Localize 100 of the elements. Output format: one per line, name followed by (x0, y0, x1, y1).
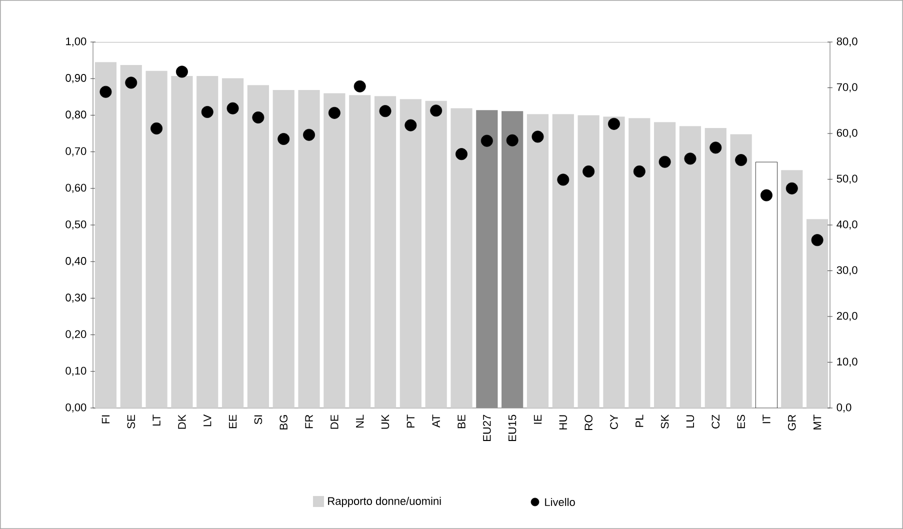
point (786, 182, 798, 194)
point (303, 128, 316, 141)
point (582, 165, 595, 178)
point (658, 156, 671, 168)
point (201, 106, 214, 118)
point (735, 154, 748, 166)
x-tick-label: FI (102, 415, 110, 424)
y-tick-label: 0,20 (66, 330, 86, 340)
bar (146, 70, 168, 408)
point (125, 76, 138, 89)
bar (400, 99, 422, 408)
point (278, 132, 290, 145)
y-tick-label: 0,80 (66, 110, 86, 120)
bar (374, 96, 396, 408)
point (506, 134, 518, 146)
y2-tick-label: 0,0 (836, 403, 852, 413)
bar (730, 134, 752, 408)
x-tick-label: IE (534, 414, 542, 424)
y2-tick-label: 60,0 (836, 128, 858, 138)
y2-tick-label: 50,0 (836, 174, 858, 184)
legend-label: Livello (545, 498, 575, 506)
x-tick-label: NL (356, 414, 364, 428)
bar (781, 170, 803, 408)
y-tick-label: 0,10 (66, 366, 86, 376)
x-tick-label: UK (381, 414, 390, 429)
y-tick-label: 0,40 (66, 257, 86, 266)
point (633, 165, 646, 178)
point (176, 66, 188, 78)
y2-tick-label: 40,0 (836, 220, 858, 230)
y-tick-label: 1,00 (66, 37, 86, 47)
bar (196, 76, 218, 408)
point (150, 122, 163, 134)
point (557, 174, 570, 186)
y2-tick-label: 30,0 (836, 266, 858, 276)
x-tick-label: BG (280, 415, 288, 430)
x-tick-label: AT (432, 414, 440, 428)
x-tick-label: CZ (712, 414, 720, 428)
y2-tick-label: 20,0 (836, 312, 858, 322)
point (430, 104, 442, 117)
bar (704, 128, 726, 408)
x-tick-label: ES (737, 414, 745, 428)
x-tick-label: RO (584, 414, 592, 430)
point (608, 118, 620, 130)
x-tick-label: LT (152, 414, 160, 426)
point (760, 189, 772, 202)
point (684, 152, 696, 165)
point (379, 105, 392, 118)
point (328, 106, 340, 119)
bar (222, 78, 244, 408)
y-tick-label: 0,90 (66, 74, 86, 84)
bar (502, 111, 524, 408)
bar (578, 115, 600, 408)
y2-tick-label: 80,0 (836, 37, 858, 47)
y-tick-label: 0,30 (66, 294, 86, 303)
point (404, 119, 417, 132)
bar (450, 108, 472, 408)
y2-tick-label: 70,0 (836, 83, 858, 92)
x-tick-label: DK (178, 414, 186, 429)
bar (94, 62, 117, 408)
bar (298, 90, 320, 408)
bar (476, 110, 498, 408)
x-tick-label: IT (762, 414, 770, 424)
point (100, 86, 112, 98)
x-tick-label: HU (559, 415, 567, 430)
point (811, 234, 824, 246)
x-tick-label: MT (814, 414, 822, 430)
x-tick-label: EU27 (483, 414, 491, 441)
x-tick-label: FR (305, 414, 313, 428)
bar (349, 95, 371, 408)
point (480, 134, 493, 147)
point (226, 102, 239, 114)
y-tick-label: 0,60 (66, 184, 86, 193)
bar (171, 76, 193, 408)
point (456, 148, 468, 160)
bar (552, 114, 574, 408)
x-tick-label: SE (127, 414, 136, 429)
bar (679, 126, 702, 408)
bar (806, 219, 828, 408)
x-tick-label: DE (330, 414, 338, 429)
point (354, 80, 366, 92)
bar (628, 118, 650, 408)
x-tick-label: SK (660, 414, 669, 429)
bar (425, 100, 447, 408)
point (252, 111, 264, 124)
x-tick-label: PT (406, 414, 414, 428)
bar (526, 114, 549, 408)
x-tick-label: SI (254, 415, 262, 424)
bar (603, 116, 625, 408)
bar (247, 85, 269, 408)
point (710, 142, 722, 154)
x-tick-label: LU (686, 415, 694, 428)
legend-label: Rapporto donne/uomini (328, 496, 441, 508)
x-tick-label: EU15 (508, 414, 516, 441)
x-tick-label: CY (610, 414, 618, 430)
bar (272, 90, 294, 408)
bar (120, 65, 142, 408)
x-tick-label: GR (788, 414, 796, 430)
bar (324, 93, 346, 408)
y-tick-label: 0,00 (66, 403, 86, 413)
y-tick-label: 0,70 (66, 147, 86, 156)
